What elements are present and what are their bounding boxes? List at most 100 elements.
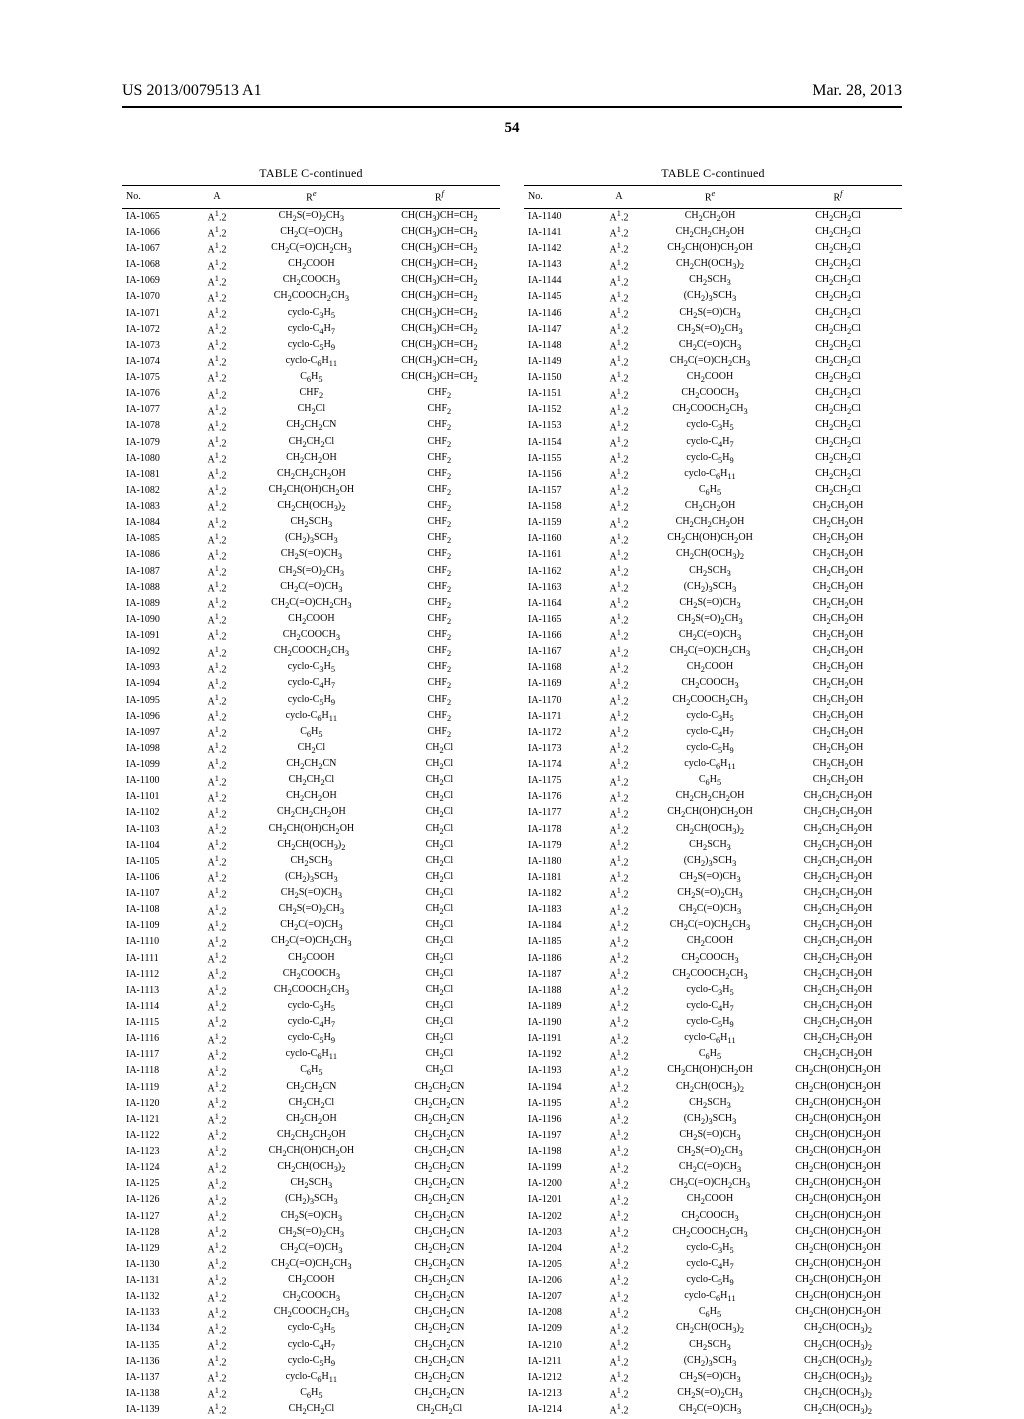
cell-no: IA-1084 (122, 516, 190, 532)
cell-no: IA-1177 (524, 806, 592, 822)
cell-rf: CHF2 (379, 516, 500, 532)
table-row: IA-1077A1.2CH2ClCHF2 (122, 403, 500, 419)
cell-re: C6H5 (244, 725, 379, 741)
cell-rf: CH2Cl (379, 757, 500, 773)
cell-re: CH2COOCH3 (646, 951, 774, 967)
cell-no: IA-1168 (524, 661, 592, 677)
cell-re: cyclo-C4H7 (646, 725, 774, 741)
cell-rf: CHF2 (379, 661, 500, 677)
cell-no: IA-1183 (524, 903, 592, 919)
cell-re: CH2CH2CH2OH (646, 516, 774, 532)
cell-no: IA-1127 (122, 1209, 190, 1225)
cell-rf: CH2CH2CH2OH (774, 919, 902, 935)
table-row: IA-1159A1.2CH2CH2CH2OHCH2CH2OH (524, 516, 902, 532)
table-row: IA-1109A1.2CH2C(=O)CH3CH2Cl (122, 919, 500, 935)
cell-re: CH2SCH3 (646, 564, 774, 580)
cell-no: IA-1182 (524, 886, 592, 902)
cell-rf: CH2CH2Cl (774, 322, 902, 338)
cell-re: cyclo-C6H11 (244, 709, 379, 725)
table-row: IA-1132A1.2CH2COOCH3CH2CH2CN (122, 1290, 500, 1306)
cell-no: IA-1100 (122, 774, 190, 790)
cell-no: IA-1191 (524, 1032, 592, 1048)
table-row: IA-1140A1.2CH2CH2OHCH2CH2Cl (524, 209, 902, 226)
cell-no: IA-1092 (122, 645, 190, 661)
cell-re: cyclo-C6H11 (646, 467, 774, 483)
table-row: IA-1113A1.2CH2COOCH2CH3CH2Cl (122, 983, 500, 999)
cell-a: A1.2 (190, 838, 244, 854)
table-row: IA-1084A1.2CH2SCH3CHF2 (122, 516, 500, 532)
cell-a: A1.2 (190, 1064, 244, 1080)
cell-a: A1.2 (190, 1290, 244, 1306)
cell-rf: CH(CH3)CH=CH2 (379, 338, 500, 354)
cell-a: A1.2 (190, 564, 244, 580)
cell-re: CH2S(=O)CH3 (244, 1209, 379, 1225)
cell-a: A1.2 (592, 548, 646, 564)
cell-no: IA-1188 (524, 983, 592, 999)
cell-no: IA-1179 (524, 838, 592, 854)
cell-re: CH2CH2Cl (244, 435, 379, 451)
cell-re: CH2C(=O)CH3 (244, 1241, 379, 1257)
cell-no: IA-1159 (524, 516, 592, 532)
cell-rf: CH2CH(OH)CH2OH (774, 1257, 902, 1273)
cell-no: IA-1073 (122, 338, 190, 354)
column-header: A (592, 186, 646, 209)
cell-no: IA-1158 (524, 499, 592, 515)
cell-a: A1.2 (592, 661, 646, 677)
table-row: IA-1144A1.2CH2SCH3CH2CH2Cl (524, 274, 902, 290)
table-row: IA-1080A1.2CH2CH2OHCHF2 (122, 451, 500, 467)
cell-a: A1.2 (592, 983, 646, 999)
cell-re: CH2CH(OCH3)2 (646, 1322, 774, 1338)
table-row: IA-1072A1.2cyclo-C4H7CH(CH3)CH=CH2 (122, 322, 500, 338)
cell-no: IA-1201 (524, 1193, 592, 1209)
cell-re: cyclo-C6H11 (244, 1370, 379, 1386)
cell-rf: CH2CH2OH (774, 709, 902, 725)
table-row: IA-1097A1.2C6H5CHF2 (122, 725, 500, 741)
cell-a: A1.2 (592, 322, 646, 338)
cell-rf: CHF2 (379, 483, 500, 499)
table-row: IA-1139A1.2CH2CH2ClCH2CH2Cl (122, 1402, 500, 1418)
cell-a: A1.2 (592, 435, 646, 451)
table-row: IA-1186A1.2CH2COOCH3CH2CH2CH2OH (524, 951, 902, 967)
cell-re: C6H5 (646, 1306, 774, 1322)
cell-rf: CHF2 (379, 548, 500, 564)
cell-a: A1.2 (190, 999, 244, 1015)
cell-no: IA-1149 (524, 354, 592, 370)
cell-a: A1.2 (592, 596, 646, 612)
cell-rf: CH(CH3)CH=CH2 (379, 306, 500, 322)
cell-rf: CH2CH(OH)CH2OH (774, 1241, 902, 1257)
cell-a: A1.2 (190, 370, 244, 386)
cell-a: A1.2 (190, 483, 244, 499)
table-row: IA-1065A1.2CH2S(=O)2CH3CH(CH3)CH=CH2 (122, 209, 500, 226)
cell-re: CH2COOCH2CH3 (244, 290, 379, 306)
cell-no: IA-1152 (524, 403, 592, 419)
cell-a: A1.2 (190, 1112, 244, 1128)
cell-a: A1.2 (190, 1225, 244, 1241)
cell-no: IA-1171 (524, 709, 592, 725)
cell-rf: CH2Cl (379, 951, 500, 967)
cell-re: cyclo-C4H7 (244, 322, 379, 338)
cell-no: IA-1083 (122, 499, 190, 515)
table-row: IA-1203A1.2CH2COOCH2CH3CH2CH(OH)CH2OH (524, 1225, 902, 1241)
table-row: IA-1196A1.2(CH2)3SCH3CH2CH(OH)CH2OH (524, 1112, 902, 1128)
table-row: IA-1175A1.2C6H5CH2CH2OH (524, 774, 902, 790)
cell-re: cyclo-C5H9 (646, 741, 774, 757)
cell-re: CH2S(=O)2CH3 (244, 903, 379, 919)
table-row: IA-1136A1.2cyclo-C5H9CH2CH2CN (122, 1354, 500, 1370)
cell-rf: CH2CH2Cl (774, 483, 902, 499)
cell-a: A1.2 (190, 806, 244, 822)
cell-a: A1.2 (190, 338, 244, 354)
cell-re: CH2S(=O)CH3 (646, 306, 774, 322)
cell-a: A1.2 (190, 1128, 244, 1144)
cell-no: IA-1124 (122, 1161, 190, 1177)
cell-a: A1.2 (190, 919, 244, 935)
cell-re: CH2COOH (244, 1273, 379, 1289)
cell-re: CH2COOCH3 (646, 677, 774, 693)
cell-rf: CH2CH2OH (774, 516, 902, 532)
cell-rf: CH2CH2CN (379, 1241, 500, 1257)
cell-a: A1.2 (190, 516, 244, 532)
table-row: IA-1174A1.2cyclo-C6H11CH2CH2OH (524, 757, 902, 773)
cell-re: CH2COOCH3 (244, 1290, 379, 1306)
cell-re: cyclo-C5H9 (646, 451, 774, 467)
cell-a: A1.2 (190, 1257, 244, 1273)
cell-no: IA-1137 (122, 1370, 190, 1386)
